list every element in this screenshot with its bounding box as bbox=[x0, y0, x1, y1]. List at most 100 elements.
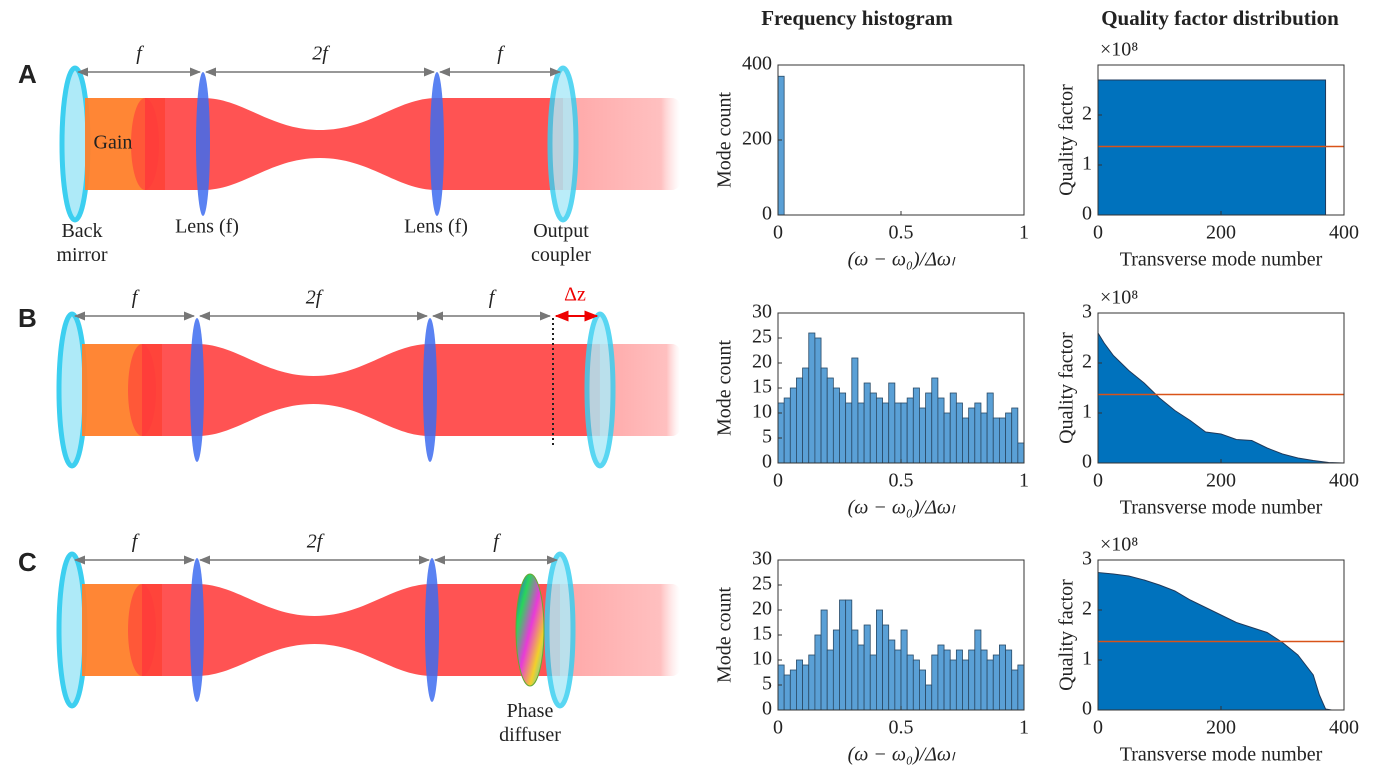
histogram-bar bbox=[777, 402, 785, 464]
y-tick-label: 0 bbox=[762, 203, 772, 225]
y-tick-label: 2 bbox=[1082, 351, 1092, 373]
histogram-bar bbox=[974, 629, 982, 711]
x-tick-label: 0.5 bbox=[889, 717, 914, 739]
x-tick-label: 0 bbox=[1093, 470, 1103, 492]
histogram-bar bbox=[882, 624, 890, 711]
x-axis-label: (ω − ω₀)/Δωₗ bbox=[848, 497, 956, 519]
x-tick-label: 0 bbox=[773, 717, 783, 739]
dimension-label: f bbox=[132, 287, 140, 309]
y-tick-label: 400 bbox=[742, 53, 772, 75]
output-coupler bbox=[544, 551, 576, 709]
histogram-bar bbox=[912, 659, 920, 711]
dimension-label: f bbox=[489, 287, 497, 309]
histogram-bar bbox=[1011, 407, 1019, 464]
back-mirror-label-line: mirror bbox=[56, 244, 107, 266]
y-tick-label: 0 bbox=[762, 451, 772, 473]
histogram-bar bbox=[943, 649, 951, 711]
histogram-bar bbox=[789, 387, 797, 464]
lens bbox=[430, 72, 444, 216]
chart bbox=[1097, 571, 1344, 711]
histogram-bar bbox=[937, 644, 945, 711]
histogram-bar bbox=[777, 664, 785, 711]
histogram-bar bbox=[980, 412, 988, 464]
histogram-bar bbox=[857, 644, 865, 711]
y-tick-label: 30 bbox=[752, 301, 772, 323]
histogram-bar bbox=[888, 382, 896, 464]
histogram-bar bbox=[808, 332, 816, 464]
lens bbox=[423, 318, 437, 462]
histogram-bar bbox=[845, 599, 853, 711]
y-tick-label: 0 bbox=[1082, 698, 1092, 720]
histogram-bar bbox=[974, 402, 982, 464]
phase-diffuser-label-line: diffuser bbox=[499, 724, 561, 746]
histogram-bar bbox=[826, 649, 834, 711]
x-tick-label: 0.5 bbox=[889, 222, 914, 244]
histogram-bar bbox=[777, 75, 785, 216]
column-title: Quality factor distribution bbox=[1101, 6, 1339, 30]
y-tick-label: 1 bbox=[1082, 401, 1092, 423]
histogram-bar bbox=[931, 377, 939, 464]
histogram-bar bbox=[906, 397, 914, 464]
histogram-bar bbox=[839, 599, 847, 711]
beam-cap bbox=[128, 344, 156, 436]
dimension-label: 2f bbox=[307, 531, 325, 553]
x-tick-label: 0 bbox=[1093, 222, 1103, 244]
y-axis-label: Mode count bbox=[714, 587, 736, 684]
histogram-bar bbox=[955, 649, 963, 711]
lens-label: Lens (f) bbox=[404, 216, 468, 238]
y-tick-label: 25 bbox=[752, 326, 772, 348]
histogram-bar bbox=[992, 654, 1000, 711]
beam bbox=[142, 344, 600, 436]
x-tick-label: 200 bbox=[1206, 222, 1236, 244]
histogram-bar bbox=[876, 397, 883, 464]
x-tick-label: 0 bbox=[773, 470, 783, 492]
histogram-bar bbox=[900, 402, 908, 464]
histogram-bar bbox=[962, 659, 970, 711]
histogram-bar bbox=[931, 654, 939, 711]
y-tick-label: 5 bbox=[762, 426, 772, 448]
histogram-bar bbox=[851, 357, 859, 464]
dimension-label: f bbox=[497, 43, 505, 65]
beam-cap bbox=[128, 584, 156, 676]
x-axis-label: Transverse mode number bbox=[1120, 497, 1323, 519]
column-title: Frequency histogram bbox=[761, 6, 953, 30]
lens-label: Lens (f) bbox=[175, 216, 239, 238]
chart bbox=[777, 75, 785, 216]
histogram-bar bbox=[814, 634, 822, 711]
histogram-bar bbox=[783, 674, 791, 711]
histogram-bar bbox=[992, 417, 1000, 464]
histogram-bar bbox=[820, 367, 828, 464]
lens bbox=[425, 558, 439, 702]
histogram-bar bbox=[937, 397, 945, 464]
histogram-bar bbox=[802, 664, 810, 711]
back-mirror bbox=[56, 551, 88, 709]
beam bbox=[142, 584, 560, 676]
panel-label: B bbox=[18, 303, 37, 333]
y-tick-label: 20 bbox=[752, 598, 772, 620]
histogram-bar bbox=[943, 412, 951, 464]
x-tick-label: 1 bbox=[1019, 470, 1029, 492]
chart bbox=[777, 332, 1025, 464]
dimension-label: f bbox=[132, 531, 140, 553]
histogram-bar bbox=[1017, 664, 1025, 711]
y-tick-label: 0 bbox=[1082, 203, 1092, 225]
histogram-bar bbox=[814, 337, 822, 464]
histogram-bar bbox=[980, 649, 988, 711]
axes-frame bbox=[777, 64, 1025, 216]
output-coupler-label-line: Output bbox=[533, 220, 589, 242]
back-mirror bbox=[56, 311, 88, 469]
y-tick-label: 2 bbox=[1082, 598, 1092, 620]
x-tick-label: 200 bbox=[1206, 717, 1236, 739]
y-tick-label: 200 bbox=[742, 128, 772, 150]
panel-label: C bbox=[18, 547, 37, 577]
histogram-bar bbox=[796, 659, 804, 711]
y-tick-label: 25 bbox=[752, 573, 772, 595]
back-mirror bbox=[59, 65, 91, 223]
histogram-bar bbox=[783, 397, 791, 464]
y-tick-label: 20 bbox=[752, 351, 772, 373]
histogram-bar bbox=[968, 649, 976, 711]
phase-diffuser bbox=[515, 573, 545, 687]
histogram-bar bbox=[869, 654, 877, 711]
y-tick-label: 10 bbox=[752, 648, 772, 670]
